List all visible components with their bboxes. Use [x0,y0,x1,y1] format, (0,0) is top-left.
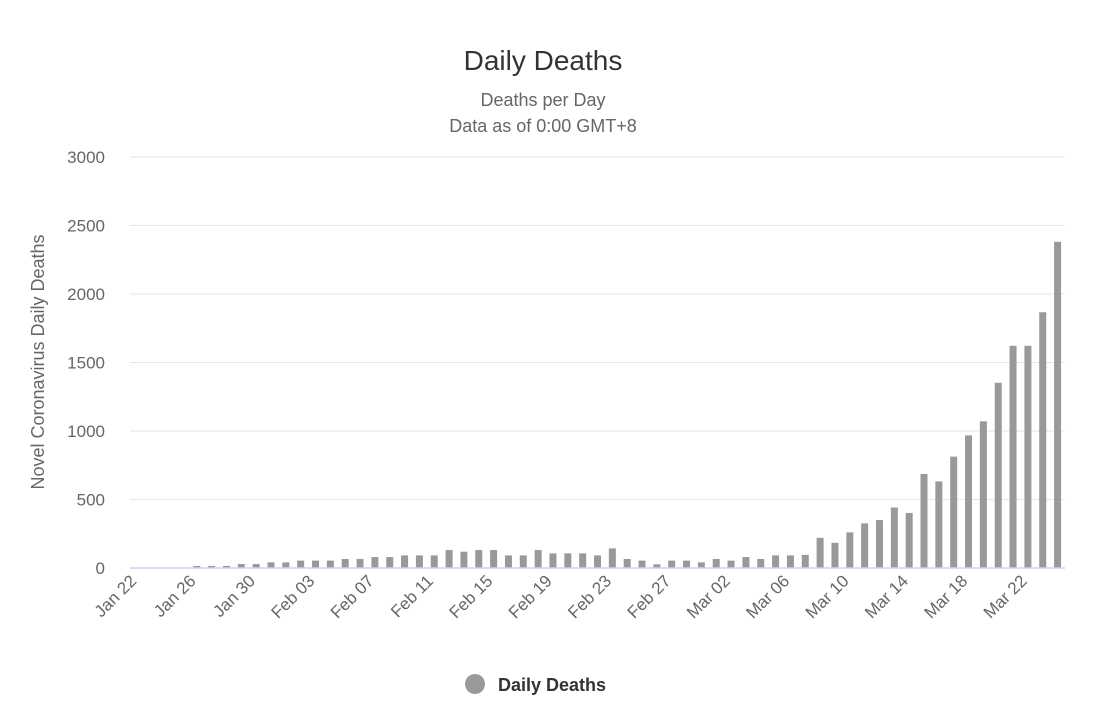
bar-jan-31[interactable] [267,562,275,568]
bar-feb-03[interactable] [312,560,320,568]
bar-mar-08[interactable] [816,537,824,568]
bar-feb-27[interactable] [668,560,676,568]
bar-feb-16[interactable] [504,555,512,568]
legend-item-daily-deaths[interactable]: Daily Deaths [465,674,606,695]
bar-mar-10[interactable] [846,532,854,568]
bar-feb-07[interactable] [371,557,379,568]
bar-feb-25[interactable] [638,560,646,568]
bar-feb-06[interactable] [356,558,364,568]
y-tick-label: 1000 [67,422,105,441]
bar-mar-06[interactable] [786,555,794,568]
bar-feb-17[interactable] [519,555,527,568]
y-axis-ticks: 0 500 1000 1500 2000 2500 3000 [67,148,105,578]
legend-label: Daily Deaths [498,675,606,695]
bar-jan-27[interactable] [208,565,216,568]
x-tick-label: Mar 18 [921,571,972,622]
y-tick-label: 3000 [67,148,105,167]
x-tick-label: Feb 15 [446,571,497,622]
x-tick-label: Mar 22 [980,571,1031,622]
bar-jan-30[interactable] [252,564,260,568]
bar-feb-28[interactable] [683,560,691,568]
y-tick-label: 2500 [67,217,105,236]
bar-feb-26[interactable] [653,564,661,568]
bar-feb-23[interactable] [608,548,616,568]
bar-feb-01[interactable] [282,562,290,568]
bar-jan-26[interactable] [193,565,201,568]
bar-feb-10[interactable] [415,555,423,568]
x-tick-label: Mar 06 [742,571,793,622]
bar-mar-01[interactable] [712,558,720,568]
y-tick-label: 0 [96,559,105,578]
chart-subtitle-line-2: Data as of 0:00 GMT+8 [449,116,637,136]
bar-feb-18[interactable] [534,550,542,568]
bar-jan-29[interactable] [237,564,245,568]
bar-mar-17[interactable] [950,456,958,568]
bar-feb-04[interactable] [326,560,334,568]
gridlines [130,156,1065,500]
x-tick-label: Feb 27 [624,571,675,622]
bar-mar-23[interactable] [1039,312,1047,568]
bar-mar-16[interactable] [935,481,943,568]
bar-mar-12[interactable] [875,520,883,568]
bar-mar-14[interactable] [905,512,913,568]
bar-mar-21[interactable] [1009,345,1017,568]
bar-feb-22[interactable] [594,555,601,568]
bar-mar-02[interactable] [727,560,735,568]
bar-mar-15[interactable] [920,474,928,568]
x-axis-ticks: Jan 22 Jan 26 Jan 30 Feb 03 Feb 07 Feb 11 Feb … [91,571,1031,622]
bar-mar-07[interactable] [801,554,809,568]
bar-feb-11[interactable] [430,555,438,568]
x-tick-label: Jan 22 [91,571,141,621]
bar-mar-03[interactable] [742,557,750,568]
bar-mar-19[interactable] [979,421,987,568]
legend-marker [465,674,485,694]
bar-feb-09[interactable] [401,555,409,568]
x-tick-label: Mar 14 [861,571,912,622]
chart-subtitle-line-1: Deaths per Day [480,90,605,110]
x-tick-label: Feb 19 [505,571,556,622]
bar-mar-04[interactable] [757,558,765,568]
x-tick-label: Jan 30 [209,571,259,621]
bar-feb-29[interactable] [697,562,705,568]
bar-series-daily-deaths [193,241,1062,569]
y-axis-title: Novel Coronavirus Daily Deaths [28,234,48,489]
x-tick-label: Mar 10 [802,571,853,622]
y-tick-label: 500 [77,491,105,510]
x-tick-label: Jan 26 [150,571,200,621]
bar-mar-09[interactable] [831,542,839,568]
bar-mar-24[interactable] [1054,241,1062,569]
x-tick-label: Feb 03 [267,571,318,622]
y-tick-label: 2000 [67,285,105,304]
x-tick-label: Feb 07 [327,571,378,622]
bar-feb-12[interactable] [445,550,453,568]
bar-feb-19[interactable] [549,553,557,568]
bar-mar-18[interactable] [965,435,973,568]
bar-feb-02[interactable] [297,560,305,568]
x-tick-label: Mar 02 [683,571,734,622]
bar-jan-28[interactable] [222,565,230,568]
bar-feb-24[interactable] [623,558,631,568]
bar-feb-08[interactable] [386,557,394,568]
bar-feb-05[interactable] [341,558,349,568]
x-tick-label: Feb 23 [564,571,615,622]
bar-mar-22[interactable] [1024,345,1032,568]
bar-feb-21[interactable] [579,553,587,568]
bar-feb-20[interactable] [564,553,572,568]
bar-mar-05[interactable] [772,555,780,568]
bar-feb-14[interactable] [475,550,483,568]
bar-mar-13[interactable] [890,507,898,568]
bar-mar-11[interactable] [861,523,869,568]
x-tick-label: Feb 11 [387,571,437,621]
bar-feb-13[interactable] [460,551,468,568]
bar-feb-15[interactable] [490,550,498,568]
bar-mar-20[interactable] [994,382,1002,568]
chart-title: Daily Deaths [464,45,623,76]
y-tick-label: 1500 [67,354,105,373]
